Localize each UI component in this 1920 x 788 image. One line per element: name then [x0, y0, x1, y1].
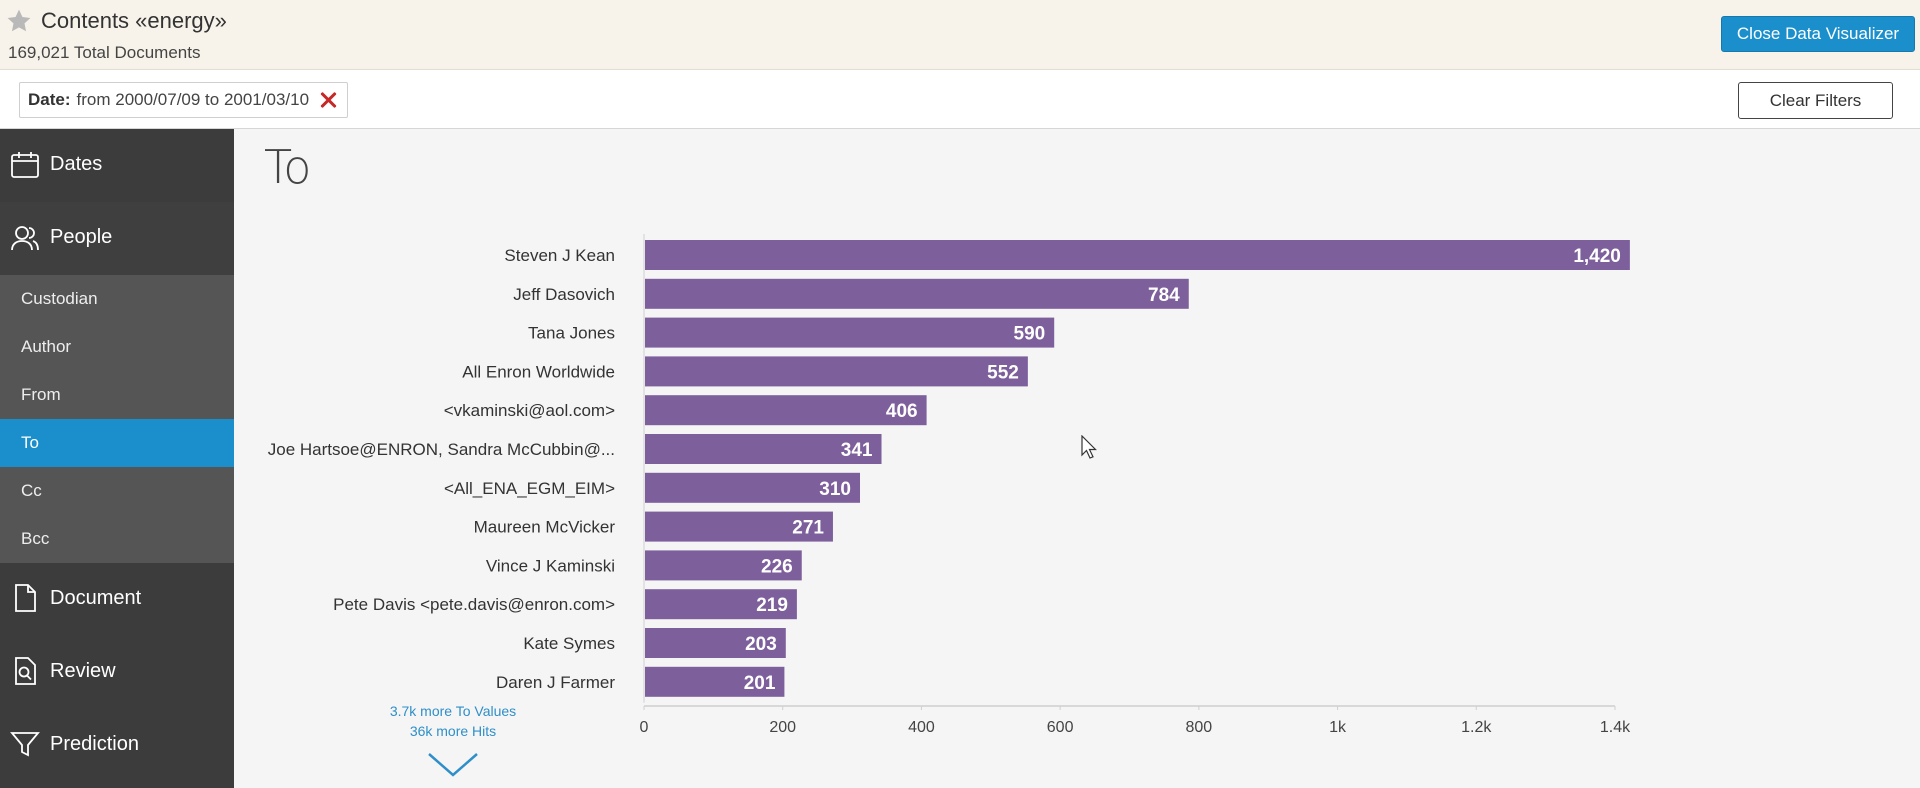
category-label: All Enron Worldwide — [462, 362, 615, 381]
data-label: 219 — [756, 595, 788, 616]
data-label: 552 — [987, 362, 1019, 383]
filter-value: from 2000/07/09 to 2001/03/10 — [76, 90, 310, 109]
sidebar-item-label: Prediction — [50, 733, 139, 755]
more-hits-link[interactable]: 36k more Hits — [409, 723, 497, 739]
category-label: Vince J Kaminski — [486, 556, 615, 575]
sidebar-subitem-custodian[interactable]: Custodian — [0, 275, 234, 323]
total-documents: 169,021 Total Documents — [8, 43, 201, 62]
star-icon[interactable] — [6, 8, 32, 34]
x-tick-label: 1.2k — [1461, 719, 1492, 736]
bar[interactable] — [645, 240, 1630, 270]
bar[interactable] — [645, 550, 802, 581]
review-icon — [15, 657, 36, 685]
data-label: 226 — [761, 556, 793, 577]
category-label: <vkaminski@aol.com> — [444, 401, 615, 420]
bar[interactable] — [645, 589, 797, 620]
chart-heading: To — [264, 140, 311, 194]
sidebar-subitem-cc[interactable]: Cc — [0, 467, 234, 515]
sidebar-item-label: People — [50, 226, 113, 248]
calendar-icon — [11, 152, 39, 178]
more-values-link[interactable]: 3.7k more To Values — [389, 703, 517, 719]
sidebar-item-document[interactable]: Document — [0, 563, 234, 636]
bar[interactable] — [645, 666, 785, 697]
category-label: Daren J Farmer — [496, 673, 615, 692]
category-label: Maureen McVicker — [474, 518, 616, 537]
bar[interactable] — [645, 395, 927, 426]
x-tick-label: 1k — [1329, 719, 1347, 736]
filter-label: Date: — [28, 90, 71, 109]
page-title: Contents «energy» — [41, 8, 227, 33]
data-label: 406 — [886, 401, 918, 422]
category-label: Pete Davis <pete.davis@enron.com> — [333, 595, 615, 614]
sidebar-item-label: Document — [50, 587, 142, 609]
data-label: 784 — [1148, 285, 1180, 306]
sidebar-item-label: Dates — [50, 153, 103, 175]
main-panel — [234, 129, 1920, 788]
bar[interactable] — [645, 278, 1189, 309]
sidebar-subitem-bcc[interactable]: Bcc — [0, 515, 234, 563]
category-label: Jeff Dasovich — [513, 285, 615, 304]
category-label: Joe Hartsoe@ENRON, Sandra McCubbin@... — [268, 440, 615, 459]
sidebar-subitem-author[interactable]: Author — [0, 323, 234, 371]
mouse-cursor-icon — [1081, 435, 1097, 459]
clear-filters-button[interactable]: Clear Filters — [1738, 82, 1893, 119]
bar[interactable] — [645, 628, 786, 658]
filter-bar: Date: from 2000/07/09 to 2001/03/10 Clea… — [0, 70, 1920, 129]
x-tick-label: 800 — [1186, 719, 1213, 736]
bar[interactable] — [645, 356, 1028, 387]
data-label: 590 — [1014, 324, 1046, 345]
x-tick-label: 400 — [908, 719, 935, 736]
x-tick-label: 0 — [640, 719, 649, 736]
x-tick-label: 600 — [1047, 719, 1074, 736]
data-label: 310 — [819, 479, 851, 500]
bar[interactable] — [645, 511, 833, 542]
people-icon — [11, 226, 39, 251]
document-icon — [15, 584, 36, 612]
bar[interactable] — [645, 472, 861, 503]
sidebar: Dates People Custodian Author From To Cc… — [0, 129, 234, 788]
sidebar-subitem-from[interactable]: From — [0, 371, 234, 419]
data-label: 203 — [745, 634, 777, 655]
date-filter-chip: Date: from 2000/07/09 to 2001/03/10 — [19, 82, 349, 118]
x-tick-label: 1.4k — [1600, 719, 1631, 736]
data-label: 1,420 — [1573, 246, 1621, 267]
category-label: Steven J Kean — [504, 246, 615, 265]
sidebar-item-label: Review — [50, 660, 116, 682]
category-label: Kate Symes — [523, 634, 615, 653]
sidebar-item-dates[interactable]: Dates — [0, 129, 234, 202]
sidebar-subitem-to[interactable]: To — [0, 419, 234, 467]
x-tick-label: 200 — [769, 719, 796, 736]
bar[interactable] — [645, 434, 882, 464]
sidebar-item-prediction[interactable]: Prediction — [0, 709, 234, 782]
header: Contents «energy» 169,021 Total Document… — [0, 0, 1920, 70]
sidebar-item-review[interactable]: Review — [0, 636, 234, 709]
category-label: Tana Jones — [528, 324, 615, 343]
chevron-down-icon[interactable] — [427, 752, 479, 778]
category-label: <All_ENA_EGM_EIM> — [444, 479, 615, 498]
close-data-visualizer-button[interactable]: Close Data Visualizer — [1721, 16, 1915, 52]
sidebar-item-people[interactable]: People — [0, 202, 234, 275]
data-label: 201 — [744, 673, 776, 694]
data-label: 341 — [841, 440, 873, 461]
data-label: 271 — [792, 518, 824, 539]
funnel-icon — [10, 732, 40, 757]
bar[interactable] — [645, 317, 1055, 348]
